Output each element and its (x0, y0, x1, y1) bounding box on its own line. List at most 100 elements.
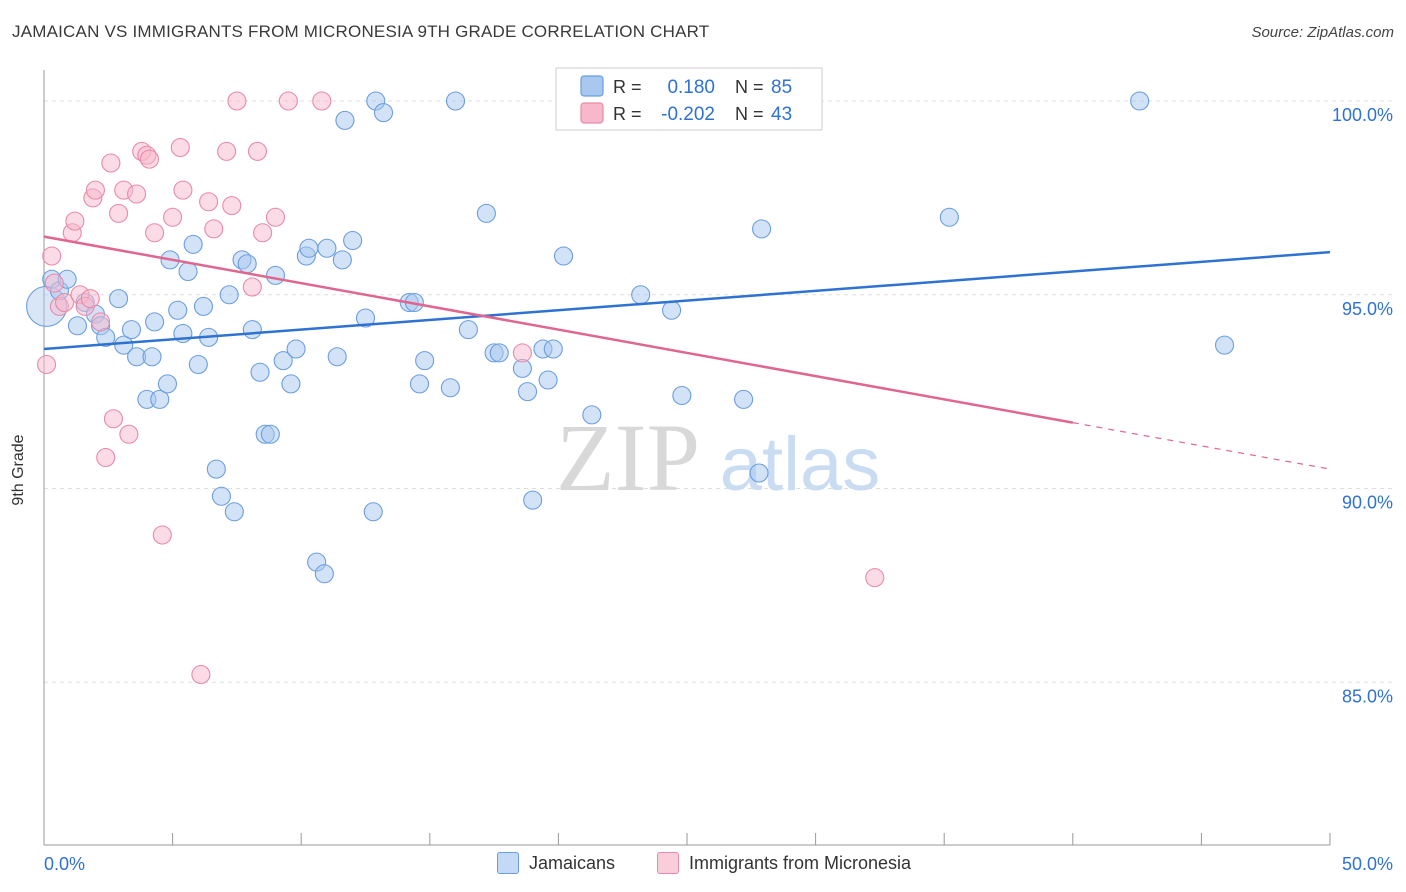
x-tick-label-min: 0.0% (44, 854, 85, 874)
jamaican-point (168, 300, 188, 320)
micronesia-point (173, 180, 193, 200)
jamaican-point (281, 374, 301, 394)
jamaican-point (523, 490, 543, 510)
jamaican-point (582, 405, 602, 425)
micronesia-point (44, 273, 64, 293)
jamaican-point (355, 308, 376, 328)
x-ticks (43, 833, 1331, 845)
legend-r-value-2: -0.202 (661, 104, 715, 125)
micronesia-point (37, 354, 57, 375)
jamaican-point (543, 339, 563, 359)
micronesia-point (865, 568, 885, 588)
jamaican-point (327, 347, 347, 367)
jamaican-point (211, 486, 232, 506)
y-tick-label: 95.0% (1342, 299, 1393, 319)
series-legend: Jamaicans Immigrants from Micronesia (0, 852, 1406, 878)
micronesia-point (222, 196, 242, 216)
micronesia-point (312, 91, 332, 111)
stats-legend: R = 0.180 N = 85 R = -0.202 N = 43 (555, 67, 823, 131)
legend-n-value-2: 43 (771, 104, 792, 125)
grid-lines (44, 100, 1393, 683)
jamaican-point (343, 230, 363, 251)
trend-lines (43, 235, 1331, 470)
micronesia-point (109, 203, 129, 223)
jamaican-point (445, 91, 466, 111)
legend-swatch-jamaicans (580, 75, 604, 97)
jamaican-point (273, 351, 293, 371)
micronesia-point (96, 447, 116, 468)
jamaican-point (109, 289, 129, 309)
legend-r-value-1: 0.180 (667, 77, 715, 98)
jamaican-point (476, 203, 496, 223)
legend-item-micronesia[interactable]: Immigrants from Micronesia (657, 852, 911, 874)
micronesia-point (227, 91, 247, 111)
legend-swatch-micronesia (580, 102, 604, 124)
jamaicans-trend-line (43, 250, 1331, 351)
micronesia-point (85, 180, 105, 200)
micronesia-point (278, 91, 298, 111)
y-tick-label: 90.0% (1342, 493, 1393, 513)
jamaican-point (752, 219, 772, 239)
jamaican-point (458, 320, 478, 340)
micronesia-trend-line (43, 235, 1074, 424)
y-tick-label: 100.0% (1332, 105, 1393, 125)
jamaican-point (183, 234, 203, 254)
jamaican-point (317, 238, 337, 258)
micronesia-point (191, 664, 211, 685)
legend-n-label-2: N = (735, 104, 764, 124)
micronesia-point (163, 207, 183, 227)
jamaican-point (121, 320, 141, 340)
jamaican-point (749, 463, 769, 483)
jamaican-point (206, 459, 226, 479)
jamaican-point (517, 382, 538, 402)
jamaican-point (631, 285, 651, 305)
jamaican-point (224, 502, 244, 522)
jamaican-point (939, 207, 959, 227)
jamaican-point (363, 502, 383, 522)
jamaican-point (265, 265, 286, 285)
jamaican-point (157, 374, 178, 394)
legend-r-label-1: R = (613, 77, 642, 97)
jamaican-point (734, 389, 754, 409)
y-tick-label: 85.0% (1342, 686, 1393, 706)
jamaican-point (489, 343, 509, 363)
micronesia-point (242, 277, 262, 297)
jamaican-point (373, 103, 394, 123)
jamaican-point (67, 316, 87, 336)
legend-label-jamaicans: Jamaicans (529, 852, 616, 873)
jamaican-point (299, 238, 319, 258)
legend-n-label-1: N = (735, 77, 764, 97)
micronesia-point (204, 219, 224, 239)
micronesia-point (265, 207, 286, 227)
jamaican-point (150, 389, 170, 409)
jamaican-point (335, 110, 355, 130)
chart-title: JAMAICAN VS IMMIGRANTS FROM MICRONESIA 9… (12, 22, 710, 41)
jamaican-point (662, 300, 682, 320)
micronesia-point (170, 137, 190, 158)
legend-n-value-1: 85 (771, 77, 792, 98)
jamaican-point (237, 254, 257, 274)
jamaican-point (250, 362, 270, 382)
legend-item-jamaicans[interactable]: Jamaicans (497, 852, 615, 874)
legend-swatch-icon (497, 852, 519, 874)
jamaican-point (538, 370, 558, 390)
jamaican-point (188, 354, 208, 375)
jamaican-point (415, 351, 435, 371)
legend-r-label-2: R = (613, 104, 642, 124)
watermark-zip: ZIP (556, 404, 700, 511)
jamaican-point (553, 246, 574, 266)
micronesia-point (152, 525, 172, 545)
micronesia-point (80, 289, 100, 309)
jamaican-point (332, 250, 352, 270)
micronesia-point (127, 184, 147, 204)
jamaican-point (145, 312, 165, 332)
micronesia-point (512, 343, 532, 363)
source-label: Source: ZipAtlas.com (1251, 24, 1394, 41)
micronesia-point (247, 141, 268, 161)
jamaican-point (1214, 335, 1235, 355)
jamaican-point (440, 378, 460, 398)
micronesia-point (91, 312, 111, 332)
micronesia-point (55, 292, 75, 313)
micronesia-point (65, 211, 85, 231)
watermark-atlas: atlas (720, 422, 881, 507)
